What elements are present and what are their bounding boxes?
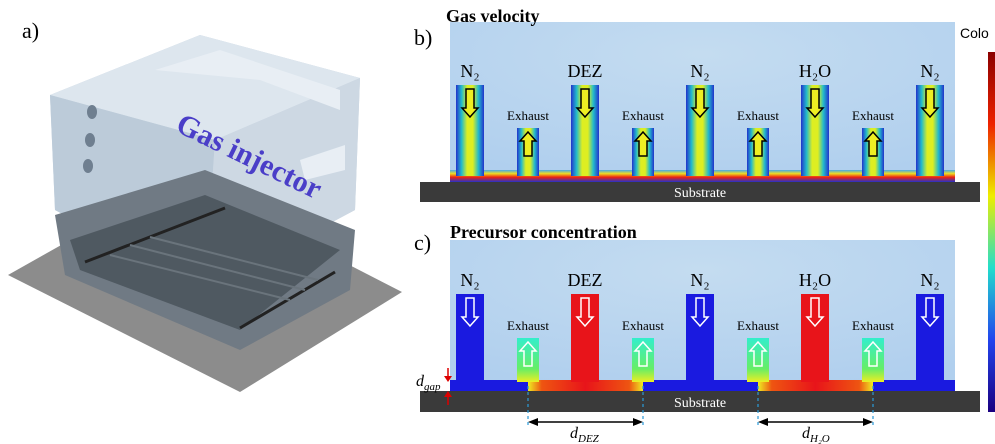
flow-arrow	[863, 130, 883, 157]
d-h2o-label: dH₂O	[802, 425, 830, 444]
subscript: DEZ	[577, 433, 600, 444]
inlet-channel	[686, 294, 714, 382]
substrate-label: Substrate	[674, 186, 726, 201]
inlet-label: N₂	[690, 270, 709, 290]
exhaust-label: Exhaust	[737, 318, 779, 333]
dimension-arrowheads	[528, 418, 873, 426]
panel-label: a)	[22, 18, 39, 43]
exhaust-label: Exhaust	[622, 108, 664, 123]
flow-arrow	[690, 88, 710, 119]
inlet-channel	[456, 294, 484, 382]
exhaust-label: Exhaust	[852, 318, 894, 333]
inlet-channel	[916, 294, 944, 382]
exhaust-channel	[747, 338, 769, 382]
subscript: H₂O	[809, 433, 830, 444]
inlet-label: H₂O	[799, 270, 831, 290]
gap-channel	[450, 380, 955, 391]
flow-arrow	[805, 297, 825, 328]
flow-arrow	[920, 88, 940, 119]
flow-arrow	[460, 88, 480, 119]
symbol: d	[416, 373, 425, 390]
inlet-label: DEZ	[568, 270, 603, 290]
inlet-label: N₂	[460, 270, 479, 290]
gap-channel-dez	[528, 380, 643, 391]
symbol: d	[802, 425, 811, 442]
panel-title: Gas velocity	[446, 6, 539, 26]
flow-arrow	[920, 297, 940, 328]
flow-arrow	[748, 340, 768, 367]
exhaust-label: Exhaust	[852, 108, 894, 123]
d-gap-label: dgap	[416, 373, 441, 393]
inlet-label: N₂	[920, 61, 939, 81]
inlet-label: N₂	[690, 61, 709, 81]
inlet-label: N₂	[920, 270, 939, 290]
inlet-channel	[801, 294, 829, 382]
flow-arrow	[518, 130, 538, 157]
subscript: gap	[424, 381, 441, 393]
exhaust-label: Exhaust	[507, 108, 549, 123]
flow-arrow	[633, 130, 653, 157]
exhaust-channel	[632, 338, 654, 382]
flow-arrow	[575, 297, 595, 328]
flow-arrow	[805, 88, 825, 119]
panel-title: Precursor concentration	[450, 222, 637, 242]
symbol: d	[570, 425, 579, 442]
inlet-label: DEZ	[568, 61, 603, 81]
flow-arrow	[575, 88, 595, 119]
flow-arrow	[633, 340, 653, 367]
flow-arrow	[518, 340, 538, 367]
panel-label: c)	[414, 230, 431, 255]
flow-arrow	[748, 130, 768, 157]
exhaust-channel	[517, 338, 539, 382]
inlet-label: N₂	[460, 61, 479, 81]
flow-arrow	[460, 297, 480, 328]
gap-marker	[444, 368, 452, 405]
inlet-label: H₂O	[799, 61, 831, 81]
panel-label: b)	[414, 25, 432, 50]
flow-arrow	[863, 340, 883, 367]
substrate	[420, 391, 980, 412]
inlet-channel	[571, 294, 599, 382]
exhaust-label: Exhaust	[737, 108, 779, 123]
gas-injector-illustration	[8, 35, 402, 392]
d-dez-label: dDEZ	[570, 425, 600, 444]
flow-arrow	[690, 297, 710, 328]
exhaust-label: Exhaust	[622, 318, 664, 333]
colorbar	[988, 52, 995, 412]
exhaust-channel	[862, 338, 884, 382]
exhaust-label: Exhaust	[507, 318, 549, 333]
substrate	[420, 182, 980, 202]
substrate-label: Substrate	[674, 396, 726, 411]
colorbar-label: Colo	[960, 25, 989, 41]
gap-channel-h2o	[758, 380, 873, 391]
